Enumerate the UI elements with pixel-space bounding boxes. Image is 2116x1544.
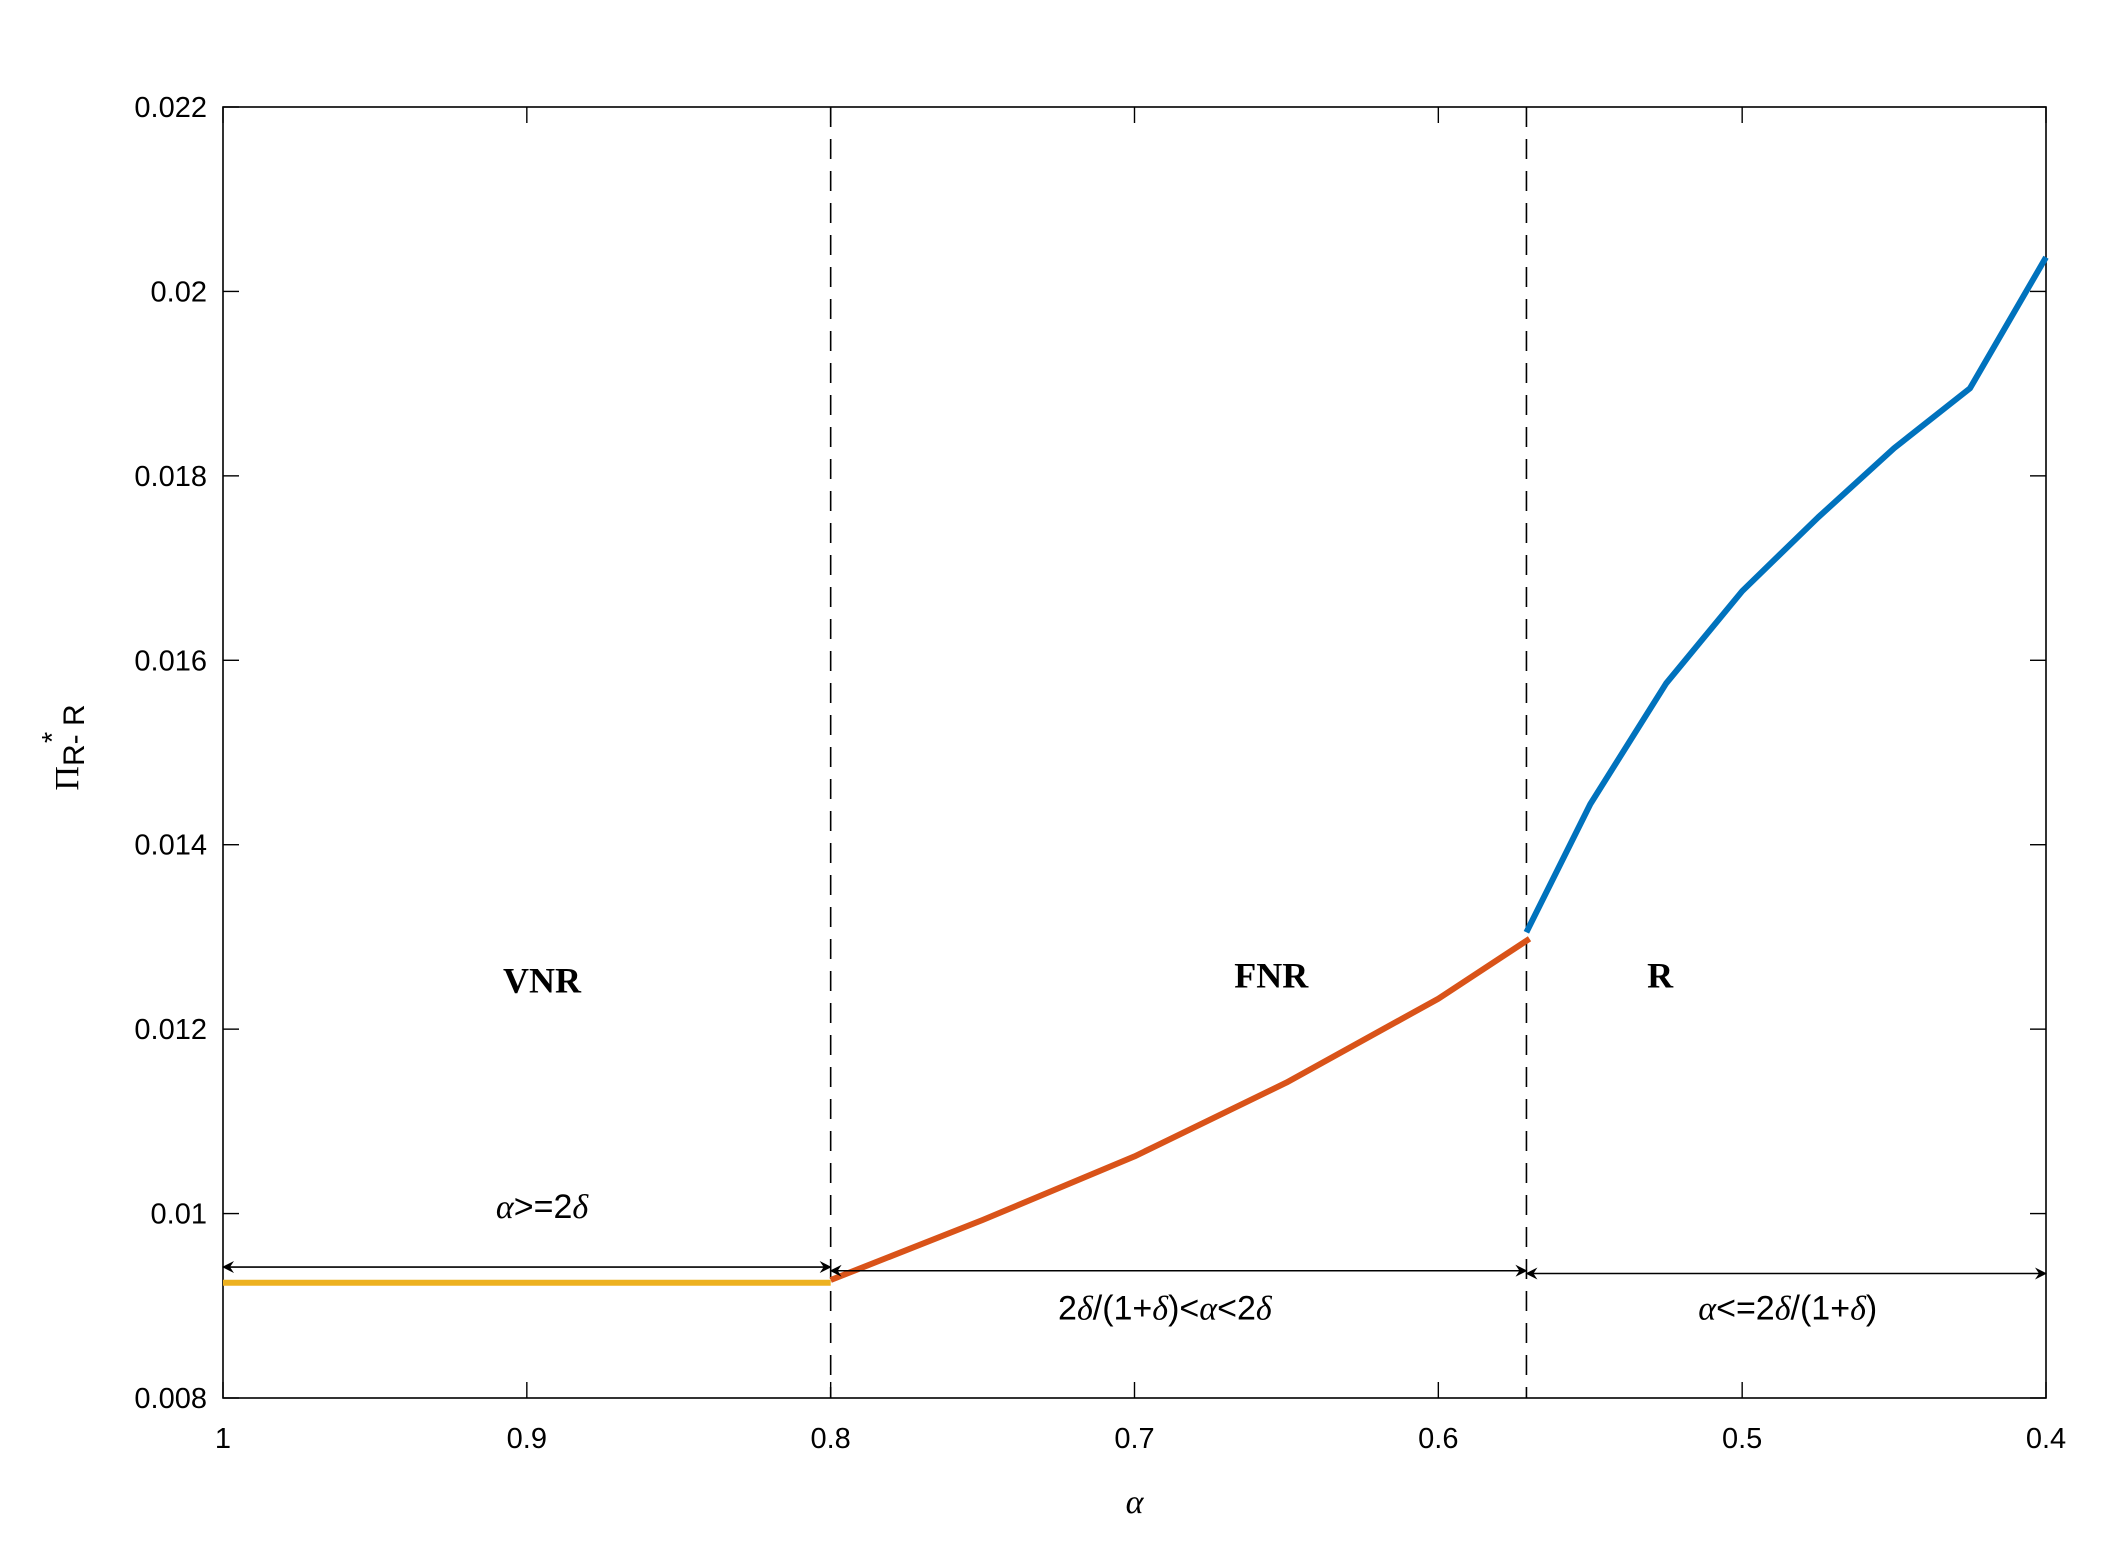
series-line [829, 936, 1532, 1283]
region-label: R [1647, 956, 1674, 996]
x-tick-label: 0.9 [507, 1423, 547, 1455]
y-tick-label: 0.018 [134, 461, 207, 493]
y-axis-label: ΠR- R [49, 704, 91, 790]
region-label: VNR [503, 960, 582, 1000]
x-tick-label: 0.6 [1418, 1423, 1458, 1455]
region-label: FNR [1234, 956, 1309, 996]
condition-label: α<=2δ/(1+δ) [1698, 1290, 1877, 1328]
x-axis-label: α [1126, 1484, 1145, 1521]
x-tick-label: 0.5 [1722, 1423, 1762, 1455]
x-tick-label: 0.7 [1114, 1423, 1154, 1455]
y-tick-label: 0.022 [134, 92, 207, 124]
y-tick-label: 0.014 [134, 830, 207, 862]
condition-label: 2δ/(1+δ)<α<2δ [1058, 1290, 1273, 1328]
y-tick-label: 0.01 [151, 1199, 207, 1231]
x-tick-label: 1 [215, 1423, 231, 1455]
x-tick-label: 0.8 [811, 1423, 851, 1455]
condition-label: α>=2δ [496, 1188, 589, 1226]
y-tick-label: 0.008 [134, 1383, 207, 1415]
series-line [1523, 255, 2049, 934]
y-tick-label: 0.016 [134, 645, 207, 677]
y-tick-label: 0.02 [151, 276, 207, 308]
y-axis-label-superscript: * [37, 732, 69, 743]
y-tick-label: 0.012 [134, 1014, 207, 1046]
x-tick-label: 0.4 [2026, 1423, 2066, 1455]
